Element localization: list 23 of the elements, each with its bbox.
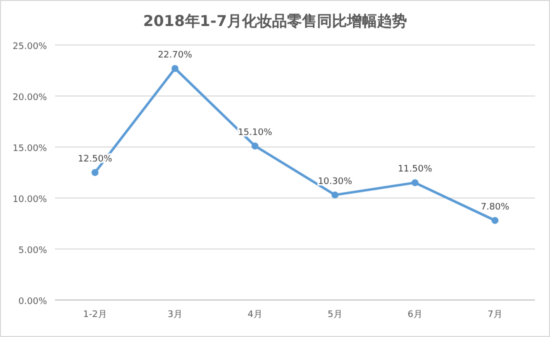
y-tick-label: 25.00% — [12, 42, 48, 52]
x-tick-label: 4月 — [248, 310, 262, 320]
y-tick-label: 0.00% — [18, 297, 48, 307]
x-tick-label: 7月 — [488, 310, 502, 320]
y-tick-label: 15.00% — [12, 144, 48, 154]
data-label: 7.80% — [480, 202, 510, 212]
point — [412, 179, 418, 186]
y-tick-label: 5.00% — [18, 246, 48, 256]
y-tick-label: 10.00% — [12, 195, 48, 205]
x-tick-label: 3月 — [168, 310, 182, 320]
point — [332, 191, 338, 198]
point — [252, 142, 258, 150]
y-tick-label: 20.00% — [12, 93, 48, 103]
point — [92, 169, 98, 176]
data-label: 10.30% — [318, 176, 353, 187]
data-label: 22.70% — [158, 50, 193, 60]
chart-title: 2018年1-7月化妆品零售同比增幅趋势 — [143, 12, 407, 30]
data-label: 11.50% — [398, 164, 433, 175]
x-tick-label: 1-2月 — [83, 310, 107, 320]
point — [492, 216, 498, 224]
x-tick-label: 5月 — [328, 310, 342, 320]
x-tick-label: 6月 — [408, 310, 422, 320]
point — [172, 64, 178, 72]
